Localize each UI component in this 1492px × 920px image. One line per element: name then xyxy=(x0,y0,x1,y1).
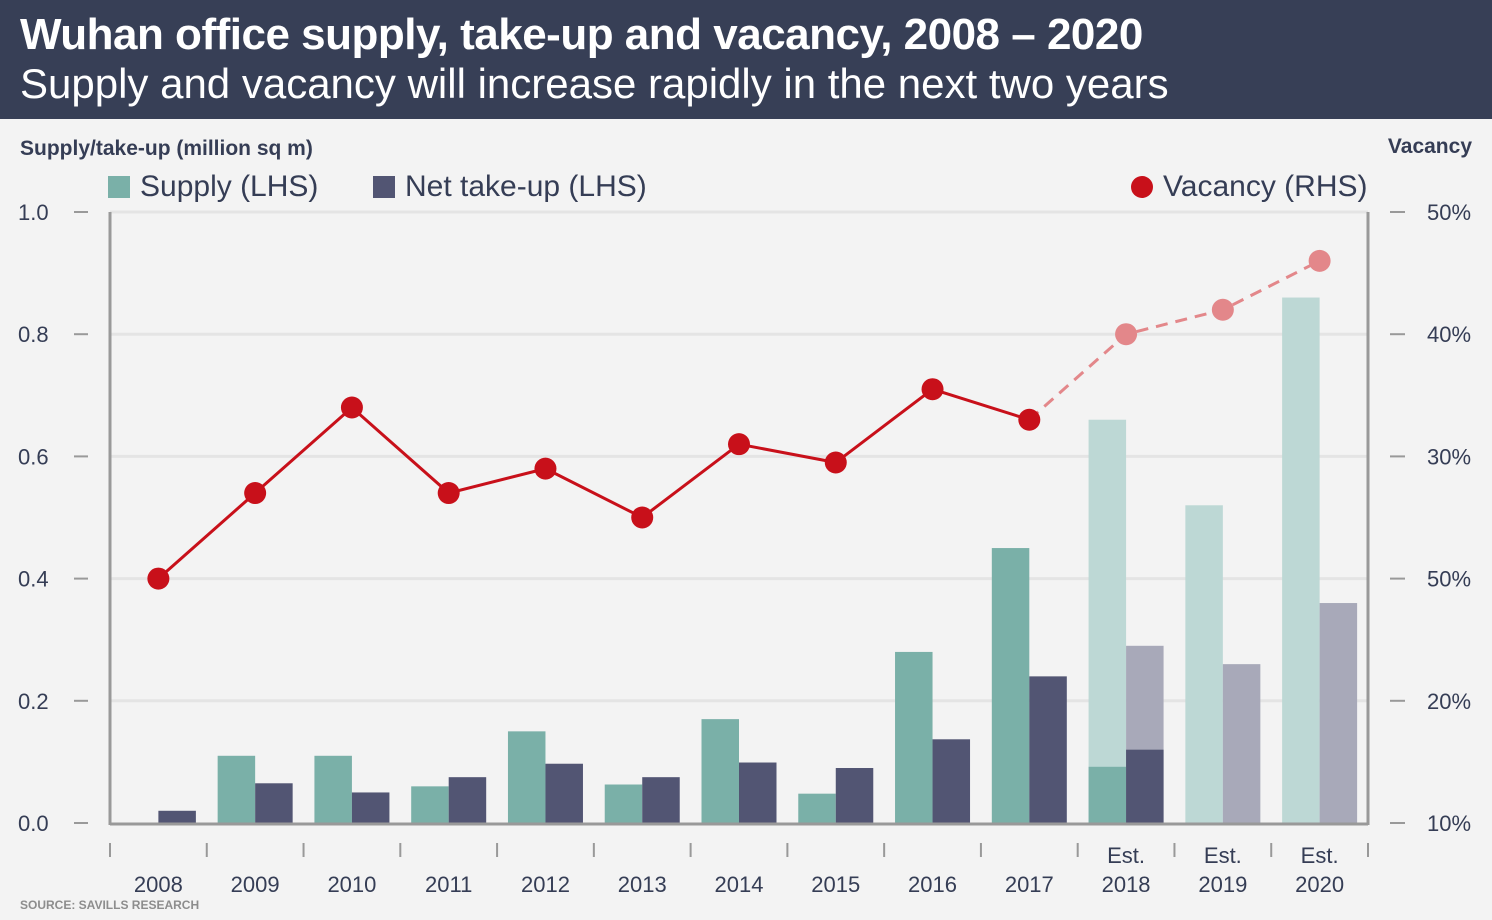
supply-bar-estimate xyxy=(1282,297,1320,823)
takeup-bar-estimate xyxy=(1222,664,1261,823)
vacancy-point-estimate xyxy=(1211,298,1234,321)
x-tick-label: 2014 xyxy=(715,872,764,897)
takeup-bar xyxy=(448,777,487,823)
x-tick-label: 2019 xyxy=(1198,872,1247,897)
legend-supply-label: Supply (LHS) xyxy=(140,170,319,203)
legend-takeup: Net take-up (LHS) xyxy=(373,170,647,204)
vacancy-point xyxy=(244,482,267,505)
legend-supply: Supply (LHS) xyxy=(108,170,318,204)
supply-bar xyxy=(604,784,643,823)
supply-bar xyxy=(701,719,739,823)
supply-bar xyxy=(411,786,449,823)
vacancy-point xyxy=(437,482,460,505)
left-tick-label: 1.0 xyxy=(18,200,49,225)
vacancy-point xyxy=(534,457,557,480)
takeup-bar-estimate xyxy=(1319,603,1358,823)
chart-header: Wuhan office supply, take-up and vacancy… xyxy=(0,0,1492,119)
right-tick-label: 20% xyxy=(1427,689,1471,714)
legend-vacancy-label: Vacancy (RHS) xyxy=(1163,170,1368,203)
legend-vacancy-dot xyxy=(1131,176,1153,198)
takeup-bar xyxy=(351,792,390,823)
takeup-bar xyxy=(835,768,874,823)
supply-bar xyxy=(1088,766,1127,823)
supply-bar-estimate xyxy=(1185,505,1223,823)
takeup-bar xyxy=(1126,749,1164,823)
vacancy-line-estimate xyxy=(1028,259,1321,421)
right-axis-title: Vacancy xyxy=(1387,135,1472,158)
vacancy-line xyxy=(157,387,1030,580)
x-tick-label: 2010 xyxy=(327,872,376,897)
x-tick-label: 2015 xyxy=(811,872,860,897)
x-tick-label: 2020 xyxy=(1295,872,1344,897)
supply-bar-estimate xyxy=(1088,419,1127,823)
x-tick-label: 2018 xyxy=(1102,872,1151,897)
supply-bar xyxy=(217,755,256,823)
left-axis-title: Supply/take-up (million sq m) xyxy=(20,137,313,160)
x-tick-label: 2011 xyxy=(425,872,472,897)
legend-takeup-swatch xyxy=(373,176,395,198)
left-tick-label: 0.2 xyxy=(18,689,49,714)
takeup-bar xyxy=(158,810,196,823)
right-tick-label: 10% xyxy=(1427,811,1471,836)
x-tick-label: 2016 xyxy=(908,872,957,897)
takeup-bar xyxy=(642,777,680,823)
chart-subtitle: Supply and vacancy will increase rapidly… xyxy=(20,60,1169,107)
x-tick-label-est: Est. xyxy=(1204,843,1242,868)
supply-bar xyxy=(798,793,836,823)
vacancy-point xyxy=(631,506,654,529)
x-tick-label: 2012 xyxy=(521,872,570,897)
x-tick-label: 2009 xyxy=(231,872,280,897)
chart-title: Wuhan office supply, take-up and vacancy… xyxy=(20,10,1143,59)
vacancy-point xyxy=(1018,408,1041,431)
takeup-bar xyxy=(545,763,583,823)
takeup-bar xyxy=(1029,676,1067,823)
supply-bar xyxy=(991,548,1030,823)
legend-vacancy: Vacancy (RHS) xyxy=(1131,170,1368,204)
vacancy-point xyxy=(728,433,750,456)
vacancy-point-estimate xyxy=(1115,323,1138,346)
right-tick-label: 50% xyxy=(1427,567,1471,592)
left-tick-label: 0.4 xyxy=(18,567,49,592)
left-tick-label: 0.0 xyxy=(18,811,49,836)
supply-bar xyxy=(314,755,352,823)
x-tick-label: 2013 xyxy=(618,872,667,897)
source-note: SOURCE: SAVILLS RESEARCH xyxy=(20,898,200,912)
x-tick-label: 2008 xyxy=(134,872,183,897)
x-tick-label-est: Est. xyxy=(1301,843,1339,868)
vacancy-point-estimate xyxy=(1308,249,1331,272)
left-tick-label: 0.8 xyxy=(18,322,49,347)
supply-bar xyxy=(507,731,546,823)
left-tick-label: 0.6 xyxy=(18,444,49,469)
supply-bar xyxy=(895,651,933,823)
takeup-bar xyxy=(932,739,971,823)
vacancy-point xyxy=(921,378,944,401)
takeup-bar xyxy=(739,762,777,823)
vacancy-point xyxy=(340,396,363,419)
takeup-bar xyxy=(255,783,293,823)
legend-supply-swatch xyxy=(108,176,130,198)
x-tick-label: 2017 xyxy=(1005,872,1054,897)
vacancy-point xyxy=(147,567,170,590)
vacancy-point xyxy=(824,451,847,474)
right-tick-label: 50% xyxy=(1427,200,1471,225)
right-tick-label: 30% xyxy=(1427,444,1471,469)
legend-takeup-label: Net take-up (LHS) xyxy=(405,170,647,203)
right-tick-label: 40% xyxy=(1427,322,1471,347)
x-tick-label-est: Est. xyxy=(1107,843,1145,868)
